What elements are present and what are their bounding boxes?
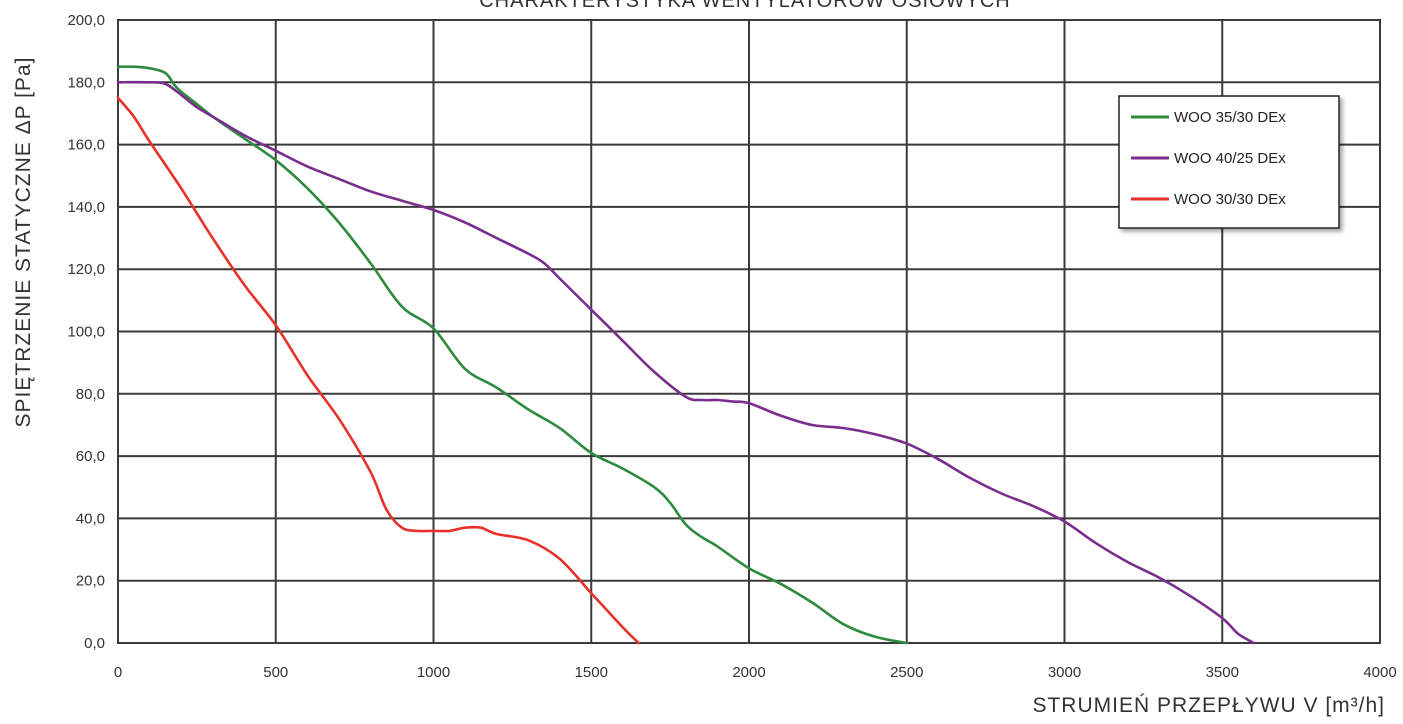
y-axis-ticks: 0,0 20,0 40,0 60,0 80,0 100,0 120,0 140,0 160,0 1… [67,12,105,652]
y-tick-label: 120,0 [67,261,105,278]
series-line-woo-30-30-dex [116,96,640,645]
y-tick-label: 200,0 [67,12,105,29]
y-tick-label: 160,0 [67,137,105,154]
x-tick-label: 500 [263,664,288,681]
series-line-woo-40-25-dex [116,80,1256,645]
x-axis-title: STRUMIEŃ PRZEPŁYWU V [m³/h] [1032,694,1385,717]
series-line-woo-35-30-dex [116,65,909,645]
x-tick-label: 2500 [890,664,923,681]
legend-label-woo-35-30-dex: WOO 35/30 DEx [1174,109,1286,126]
x-tick-label: 0 [114,664,122,681]
x-tick-label: 3500 [1206,664,1239,681]
y-tick-label: 80,0 [76,386,105,403]
series-layer [116,65,1256,645]
y-tick-label: 0,0 [84,635,105,652]
chart-title: CHARAKTERYSTYKA WENTYLATORÓW OSIOWYCH [479,0,1011,12]
x-tick-label: 4000 [1363,664,1396,681]
y-tick-label: 40,0 [76,510,105,527]
grid [117,19,1381,644]
y-axis-title: SPIĘTRZENIE STATYCZNE ΔP [Pa] [12,57,35,428]
y-tick-label: 140,0 [67,199,105,216]
x-tick-label: 1500 [575,664,608,681]
y-tick-label: 60,0 [76,448,105,465]
y-tick-label: 180,0 [67,74,105,91]
legend-label-woo-40-25-dex: WOO 40/25 DEx [1174,150,1286,167]
x-axis-ticks: 0 500 1000 1500 2000 2500 3000 3500 4000 [114,664,1397,681]
y-tick-label: 20,0 [76,573,105,590]
legend: WOO 35/30 DEx WOO 40/25 DEx WOO 30/30 DEx [1118,95,1340,229]
y-tick-label: 100,0 [67,324,105,341]
x-tick-label: 1000 [417,664,450,681]
x-tick-label: 2000 [732,664,765,681]
legend-label-woo-30-30-dex: WOO 30/30 DEx [1174,191,1286,208]
x-tick-label: 3000 [1048,664,1081,681]
